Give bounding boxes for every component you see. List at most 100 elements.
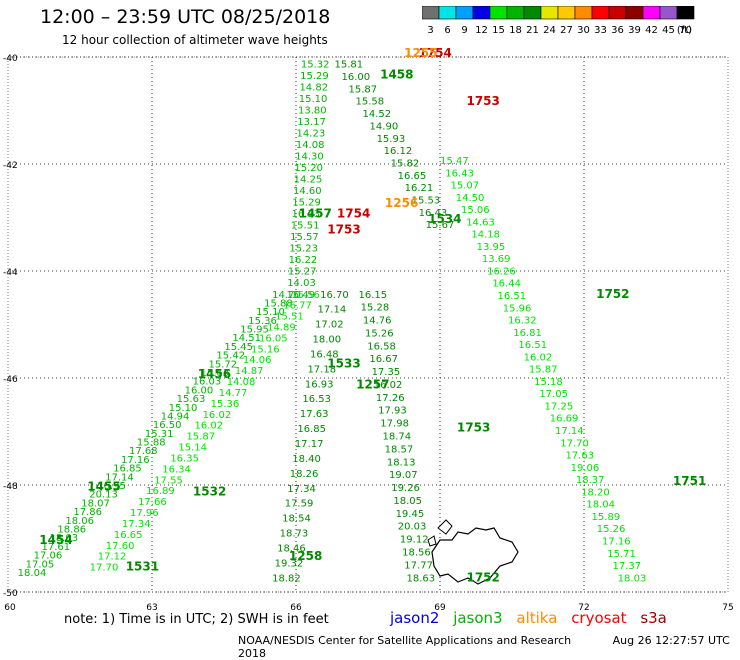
colorbar-swatch — [472, 6, 491, 20]
wave-height-value: 16.69 — [550, 414, 579, 425]
wave-height-value: 15.71 — [607, 549, 636, 560]
wave-height-value: 18.57 — [385, 444, 414, 455]
colorbar-swatch — [506, 6, 525, 20]
wave-height-value: 16.02 — [195, 421, 224, 432]
wave-height-value: 17.96 — [130, 508, 159, 519]
wave-height-value: 16.44 — [492, 279, 521, 290]
wave-height-value: 17.35 — [372, 367, 401, 378]
wave-height-value: 17.93 — [378, 406, 407, 417]
wave-height-value: 14.63 — [466, 217, 495, 228]
wave-height-value: 17.02 — [315, 320, 344, 331]
kerguelen-islands — [427, 519, 519, 585]
wave-height-value: 13.95 — [477, 242, 506, 253]
colorbar-swatch — [608, 6, 627, 20]
wave-height-value: 18.04 — [586, 500, 615, 511]
wave-height-value: 16.00 — [341, 72, 370, 83]
wave-height-value: 16.34 — [162, 464, 191, 475]
wave-height-value: 17.16 — [602, 536, 631, 547]
wave-height-value: 15.49 — [286, 290, 315, 301]
colorbar-tick: 45 — [662, 25, 675, 36]
wave-height-value: 19.12 — [400, 535, 429, 546]
wave-height-value: 18.56 — [402, 548, 431, 559]
wave-height-value: 14.77 — [219, 388, 248, 399]
wave-height-value: 16.22 — [289, 255, 318, 266]
colorbar-swatch — [676, 6, 695, 20]
altika-time-label: 1255 — [404, 46, 437, 60]
pass-time-label: 1753 — [457, 421, 490, 435]
colorbar-swatch — [642, 6, 661, 20]
wave-height-value: 15.58 — [356, 97, 385, 108]
cryosat-time-label: 1753 — [327, 223, 360, 237]
colorbar-unit: (ft) — [677, 25, 692, 36]
wave-height-value: 17.16 — [121, 455, 150, 466]
pass-time-label: 1752 — [466, 570, 499, 584]
colorbar-tick: 24 — [543, 25, 556, 36]
wave-height-value: 15.07 — [451, 181, 480, 192]
wave-height-value: 17.34 — [122, 519, 151, 530]
wave-height-value: 15.18 — [534, 377, 563, 388]
wave-height-value: 18.20 — [581, 487, 610, 498]
wave-height-value: 18.26 — [290, 469, 319, 480]
wave-height-value: 15.10 — [256, 307, 285, 318]
track-jason3: 14.7015.8815.1015.3615.9514.5115.4515.42… — [18, 290, 301, 579]
wave-height-value: 18.06 — [65, 516, 94, 527]
wave-height-value: 15.93 — [377, 134, 406, 145]
colorbar-swatch — [625, 6, 644, 20]
wave-height-value: 18.73 — [280, 529, 309, 540]
wave-height-value: 15.16 — [251, 344, 280, 355]
wave-height-value: 19.06 — [571, 463, 600, 474]
wave-height-value: 17.05 — [539, 389, 568, 400]
satellite-legend: jason2 jason3 altika cryosat s3a — [390, 609, 676, 627]
wave-height-value: 17.59 — [285, 499, 314, 510]
colorbar-tick: 9 — [461, 25, 467, 36]
wave-height-value: 14.52 — [363, 109, 392, 120]
wave-height-value: 14.87 — [235, 366, 264, 377]
lon-label: 69 — [434, 603, 446, 613]
note-text: note: 1) Time is in UTC; 2) SWH is in fe… — [64, 612, 329, 627]
pass-time-label: 1454 — [39, 533, 72, 547]
wave-height-value: 17.98 — [380, 419, 409, 430]
wave-height-value: 16.26 — [487, 266, 516, 277]
altika-time-label: 1256 — [385, 196, 418, 210]
wave-height-value: 14.23 — [297, 129, 326, 140]
wave-height-value: 16.93 — [305, 379, 334, 390]
colorbar-swatch — [574, 6, 593, 20]
pass-time-label: 1257 — [356, 378, 389, 392]
wave-height-value: 15.67 — [426, 220, 455, 231]
wave-height-value: 15.88 — [264, 298, 293, 309]
wave-height-value: 16.03 — [193, 377, 222, 388]
wave-height-value: 16.58 — [367, 341, 396, 352]
wave-height-value: 16.70 — [320, 290, 349, 301]
wave-height-value: 16.95 — [97, 481, 126, 492]
track-jason3: 16.70 17.14 17.02 18.00 16.48 17.18 16.93 16.53… — [272, 290, 349, 585]
wave-height-value: 16.85 — [297, 424, 326, 435]
legend-cryosat: cryosat — [571, 609, 627, 627]
colorbar-swatch — [523, 6, 542, 20]
wave-height-value: 15.10 — [169, 403, 198, 414]
wave-height-value: 14.30 — [295, 152, 324, 163]
wave-height-value: 15.96 — [503, 303, 532, 314]
colorbar-swatch — [422, 6, 440, 20]
wave-height-value: 15.29 — [300, 71, 329, 82]
colorbar-tick: 15 — [492, 25, 505, 36]
colorbar-tick: 27 — [560, 25, 573, 36]
wave-height-value: 15.56 — [291, 290, 320, 301]
wave-height-value: 15.20 — [294, 163, 323, 174]
wave-height-value: 17.60 — [106, 541, 135, 552]
wave-height-value: 19.32 — [275, 558, 304, 569]
wave-height-value: 17.14 — [318, 305, 347, 316]
lat-label: -40 — [3, 54, 18, 64]
pass-time-label: 1456 — [198, 367, 231, 381]
colorbar-swatch — [591, 6, 610, 20]
wave-height-value: 17.18 — [307, 364, 336, 375]
wave-height-value: 16.51 — [498, 291, 527, 302]
wave-height-value: 14.51 — [232, 333, 261, 344]
wave-height-value: 15.63 — [201, 368, 230, 379]
wave-height-value: 15.81 — [334, 60, 363, 71]
colorbar-tick: 21 — [526, 25, 539, 36]
wave-height-value: 16.43 — [419, 208, 448, 219]
wave-height-value: 17.06 — [34, 551, 63, 562]
pass-time-label: 1532 — [193, 485, 226, 499]
wave-height-value: 14.03 — [287, 278, 316, 289]
